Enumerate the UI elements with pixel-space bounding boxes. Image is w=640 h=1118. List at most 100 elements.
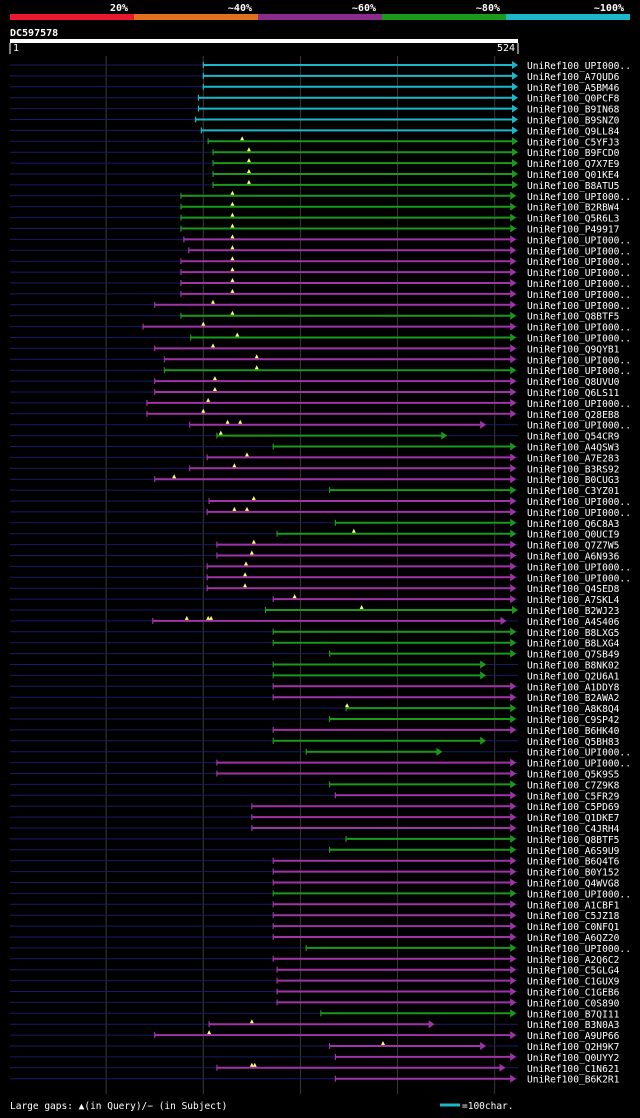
hit-arrowhead	[510, 1074, 517, 1083]
hit-row: UniRef100_Q5K9S5	[10, 769, 619, 781]
hit-arrowhead	[510, 486, 517, 495]
hit-arrowhead	[510, 377, 517, 386]
hit-arrowhead	[510, 845, 517, 854]
hit-arrowhead	[510, 998, 517, 1007]
hit-arrowhead	[510, 573, 517, 582]
hit-arrowhead	[510, 398, 517, 407]
hit-arrowhead	[512, 137, 518, 146]
hit-row: UniRef100_UPI000..	[10, 332, 631, 345]
hit-row: UniRef100_B9FCD0	[10, 147, 620, 159]
hit-row: UniRef100_Q1DKE7	[10, 813, 620, 824]
hit-arrowhead	[510, 507, 517, 516]
query-bar	[10, 39, 518, 43]
hit-label: UniRef100_A8K8Q4	[527, 704, 620, 715]
hit-arrowhead	[510, 366, 517, 375]
hit-row: UniRef100_Q4WVG8	[10, 878, 620, 890]
hit-arrowhead	[510, 409, 517, 418]
hit-arrowhead	[510, 191, 517, 200]
hit-label: UniRef100_C1GEB6	[527, 988, 620, 999]
hit-label: UniRef100_Q5K9S5	[527, 770, 619, 781]
hit-row: UniRef100_A1CBF1	[10, 900, 620, 911]
hit-arrowhead	[510, 987, 517, 996]
query-gap-marker	[230, 201, 235, 206]
query-gap-marker	[238, 419, 243, 424]
hit-row: UniRef100_UPI000..	[10, 278, 631, 290]
hit-label: UniRef100_Q4SED8	[527, 584, 620, 595]
hit-row: UniRef100_Q0UYY2	[10, 1052, 619, 1064]
hit-arrowhead	[510, 889, 517, 898]
hit-row: UniRef100_A9UP66	[10, 1030, 620, 1042]
hit-arrowhead	[512, 104, 518, 113]
hit-label: UniRef100_B2RBW4	[527, 203, 620, 214]
hit-label: UniRef100_B8NK02	[527, 661, 619, 672]
hit-row: UniRef100_A4S406	[10, 615, 620, 628]
hit-row: UniRef100_UPI000..	[10, 288, 631, 301]
hit-label: UniRef100_C7Z9K8	[527, 780, 620, 791]
hit-label: UniRef100_Q9LL84	[527, 126, 620, 137]
query-gap-marker	[240, 136, 245, 141]
hit-label: UniRef100_B0CUG3	[527, 475, 620, 486]
hit-row: UniRef100_A7QUD6	[10, 71, 620, 83]
hit-label: UniRef100_C0S890	[527, 998, 620, 1009]
hit-row: UniRef100_UPI000..	[10, 943, 631, 955]
hit-label: UniRef100_UPI000..	[527, 268, 631, 279]
hit-row: UniRef100_C1GUX9	[10, 976, 620, 988]
hit-arrowhead	[510, 442, 517, 451]
hit-row: UniRef100_B8LXG4	[10, 638, 620, 650]
hit-row: UniRef100_C7Z9K8	[10, 780, 620, 791]
hit-label: UniRef100_C3YZ01	[527, 486, 620, 497]
hit-row: UniRef100_A5BM46	[10, 82, 620, 94]
query-gap-marker	[254, 365, 259, 370]
query-gap-marker	[218, 430, 223, 435]
hit-arrowhead	[510, 279, 517, 287]
hit-row: UniRef100_UPI000..	[10, 321, 631, 334]
query-gap-marker	[345, 703, 350, 708]
hit-arrowhead	[510, 627, 517, 636]
hit-row: UniRef100_B6HK40	[10, 725, 620, 737]
hit-label: UniRef100_A9UP66	[527, 1031, 620, 1042]
hit-row: UniRef100_C3YZ01	[10, 486, 620, 497]
hit-label: UniRef100_UPI000..	[527, 279, 631, 290]
hit-label: UniRef100_A2Q6C2	[527, 955, 619, 966]
hit-arrowhead	[510, 725, 517, 734]
hit-arrowhead	[512, 170, 518, 178]
axis-end-label: 524	[497, 43, 515, 54]
hit-arrowhead	[510, 355, 517, 364]
hit-arrowhead	[441, 431, 448, 440]
query-gap-marker	[246, 147, 251, 152]
hit-row: UniRef100_UPI000..	[10, 561, 631, 573]
hit-label: UniRef100_Q28EB8	[527, 410, 620, 421]
hit-arrowhead	[510, 333, 517, 342]
hit-label: UniRef100_P49917	[527, 225, 620, 236]
query-gap-marker	[243, 583, 248, 588]
hit-row: UniRef100_UPI000..	[10, 758, 631, 770]
hit-label: UniRef100_UPI000..	[527, 257, 631, 268]
hit-label: UniRef100_Q2U6A1	[527, 671, 620, 682]
query-gap-marker	[212, 387, 217, 391]
identity-legend-label: ~40%	[228, 3, 252, 14]
hit-row: UniRef100_UPI000..	[10, 267, 631, 279]
hit-arrowhead	[512, 82, 518, 91]
query-gap-marker	[230, 234, 235, 239]
hit-arrowhead	[510, 475, 517, 484]
hit-label: UniRef100_UPI000..	[527, 192, 631, 203]
query-gap-marker	[251, 539, 256, 544]
hit-label: UniRef100_B3RS92	[527, 464, 619, 475]
query-gap-marker	[232, 463, 237, 468]
hit-arrowhead	[510, 878, 517, 887]
query-gap-marker	[232, 506, 237, 511]
hit-row: UniRef100_UPI000..	[10, 256, 631, 268]
hit-label: UniRef100_C5PD69	[527, 802, 620, 813]
hit-label: UniRef100_Q0UYY2	[527, 1053, 619, 1064]
hit-arrowhead	[510, 289, 517, 298]
hit-arrowhead	[510, 344, 517, 353]
hit-arrowhead	[510, 791, 517, 800]
query-gap-marker	[359, 605, 364, 609]
hit-arrowhead	[510, 943, 517, 952]
hit-row: UniRef100_UPI000..	[10, 234, 631, 246]
hit-row: UniRef100_B9SNZ0	[10, 115, 620, 127]
hit-row: UniRef100_Q8BTF5	[10, 310, 619, 323]
hit-label: UniRef100_Q54CR9	[527, 432, 620, 443]
query-gap-marker	[207, 1030, 212, 1035]
hit-arrowhead	[510, 268, 517, 277]
